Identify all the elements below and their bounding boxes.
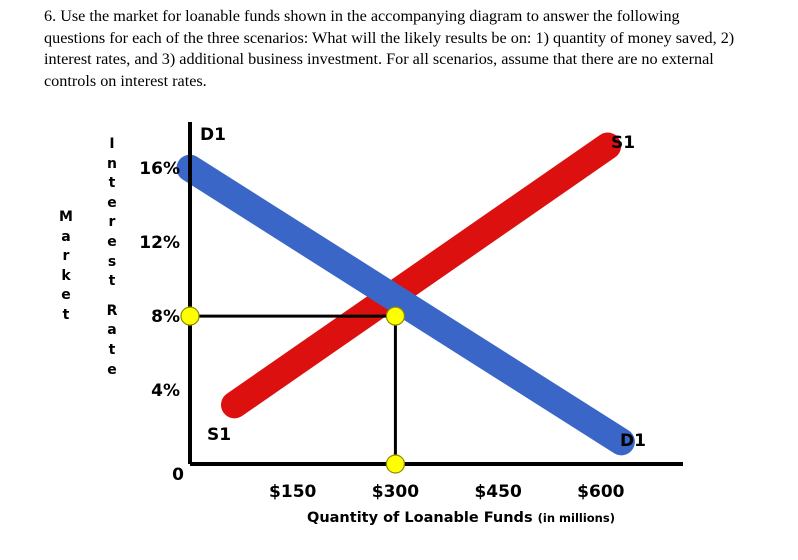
s1-end-label: S1	[611, 133, 635, 153]
y-tick-label: 4%	[151, 381, 180, 401]
y-tick-label: 16%	[139, 159, 180, 179]
d1-end-label: D1	[620, 431, 646, 451]
y-tick-label: 12%	[139, 233, 180, 253]
y-axis-label-outer-letter: e	[61, 287, 71, 304]
curve-s1	[221, 132, 622, 419]
y-axis-label-inner-letter: e	[107, 361, 117, 378]
y-axis-label-outer-letter: a	[61, 228, 71, 245]
y-axis-label-outer-letter: k	[61, 267, 71, 284]
y-axis-label-inner-letter: s	[107, 253, 117, 270]
y-axis-label-inner-letter: e	[107, 194, 117, 211]
x-tick-label: $600	[577, 482, 624, 502]
origin-label: 0	[172, 465, 184, 485]
s1-start-label: S1	[207, 425, 231, 445]
equilibrium-rate-marker	[180, 306, 200, 326]
y-axis-label-inner-letter: e	[107, 233, 117, 250]
x-tick-label: $150	[269, 482, 316, 502]
x-axis-title-unit: (in millions)	[538, 511, 615, 525]
y-axis-label-outer-letter: t	[62, 306, 70, 323]
curve-d1	[176, 154, 635, 456]
y-axis-label-inner-letter: a	[107, 322, 117, 339]
y-axis-label-inner-letter: I	[109, 136, 115, 152]
y-axis-label-inner-letter: R	[106, 302, 118, 319]
y-axis-label-inner-letter: t	[108, 341, 116, 358]
x-tick-label: $300	[372, 482, 419, 502]
equilibrium-point-marker	[385, 306, 406, 326]
d1-start-label: D1	[200, 125, 226, 145]
y-axis-label-outer-letter: r	[62, 248, 70, 265]
y-axis-label-inner-letter: r	[108, 214, 116, 231]
x-axis-title: Quantity of Loanable Funds (in millions)	[307, 510, 615, 526]
y-axis-label-inner-letter: t	[108, 175, 116, 192]
question-text: 6. Use the market for loanable funds sho…	[44, 7, 735, 90]
y-axis-label-outer-letter: M	[59, 209, 73, 225]
equilibrium-quantity-marker	[385, 454, 406, 474]
x-tick-label: $450	[474, 482, 521, 502]
y-axis-label-inner-letter: n	[107, 155, 117, 172]
y-tick-label: 8%	[151, 307, 180, 327]
y-axis-label-inner-letter: t	[108, 273, 116, 290]
